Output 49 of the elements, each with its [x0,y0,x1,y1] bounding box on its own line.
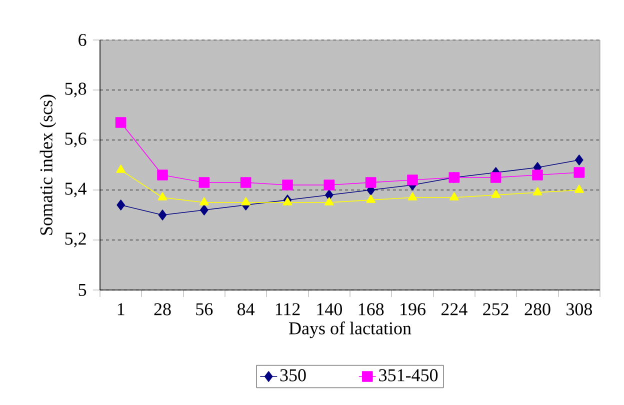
point [200,204,208,216]
point [282,180,293,190]
point [366,194,376,203]
point [490,172,502,183]
x-tick-label: 84 [238,303,255,316]
x-tick-label: 224 [441,303,468,316]
point [199,197,209,206]
point [407,174,418,186]
x-axis-title: Days of lactation [289,322,412,338]
legend-label: 350 [280,369,306,382]
y-axis-title: Somatic index (scs) [40,94,56,235]
y-tick-label: 5,8 [65,82,86,98]
x-tick-label: 280 [524,303,550,316]
point [116,200,125,210]
point [574,167,585,178]
point [158,192,168,200]
point [575,154,584,166]
y-tick-label: 5 [78,284,86,296]
point [532,187,542,196]
point [408,192,418,200]
x-tick-label: 112 [276,303,300,316]
point [532,170,543,180]
point [115,117,126,128]
point [365,177,376,188]
point [116,164,126,173]
point [574,184,584,193]
point [324,180,335,190]
point [324,197,334,206]
y-tick-label: 5,6 [65,132,86,148]
y-tick-label: 5,4 [65,182,87,198]
point [157,170,168,180]
point [241,197,251,206]
point [198,177,210,188]
point [449,192,459,200]
point [158,210,167,220]
x-tick-label: 168 [358,303,384,316]
point [240,177,252,188]
point [491,190,501,198]
x-tick-label: 140 [317,303,342,316]
x-tick-label: 196 [400,303,426,316]
x-tick-label: 1 [118,303,124,316]
point [282,197,292,206]
y-tick-label: 5,2 [65,232,86,248]
x-tick-label: 56 [196,303,213,316]
legend-label: 351-450 [379,369,438,382]
x-tick-label: 308 [566,303,592,316]
y-tick-label: 6 [78,34,86,46]
x-tick-label: 28 [154,303,171,316]
x-tick-label: 252 [483,303,508,316]
